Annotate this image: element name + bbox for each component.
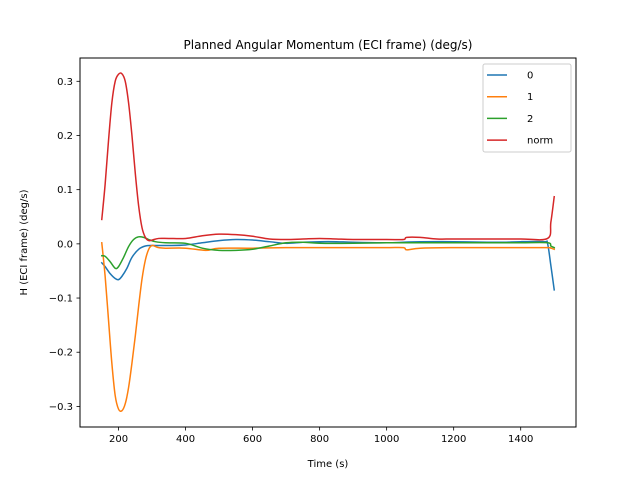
series-line-1 [100, 241, 556, 413]
chart-title: Planned Angular Momentum (ECI frame) (de… [184, 38, 473, 52]
x-tick-label: 1000 [374, 434, 399, 445]
x-tick-label: 1400 [508, 434, 533, 445]
legend-label-2: 2 [527, 114, 533, 125]
axes-frame [79, 57, 577, 428]
x-tick-label: 1200 [441, 434, 466, 445]
x-axis-label: Time (s) [307, 459, 349, 470]
y-tick-label: 0.2 [57, 131, 73, 142]
series-layer [100, 72, 556, 413]
x-tick-label: 600 [243, 434, 262, 445]
y-tick-label: 0.0 [57, 239, 73, 250]
x-tick-label: 200 [109, 434, 128, 445]
x-tick-label: 400 [176, 434, 195, 445]
y-axis: −0.3 −0.2 −0.1 0.0 0.1 0.2 0.3 [49, 77, 80, 413]
legend-label-norm: norm [527, 136, 553, 147]
y-axis-label: H (ECI frame) (deg/s) [19, 189, 30, 295]
legend-label-1: 1 [527, 92, 533, 103]
legend: 0 1 2 norm [482, 63, 572, 153]
y-tick-label: −0.1 [49, 294, 73, 305]
x-tick-label: 800 [310, 434, 329, 445]
y-tick-label: 0.1 [57, 185, 73, 196]
series-line-norm [100, 72, 556, 242]
plot-area [79, 57, 577, 428]
legend-label-0: 0 [527, 71, 533, 82]
series-line-2 [100, 235, 556, 270]
x-axis: 200 400 600 800 1000 1200 1400 [109, 427, 533, 445]
y-tick-label: −0.3 [49, 402, 73, 413]
legend-box [482, 63, 572, 153]
y-tick-label: −0.2 [49, 348, 73, 359]
y-tick-label: 0.3 [57, 77, 73, 88]
